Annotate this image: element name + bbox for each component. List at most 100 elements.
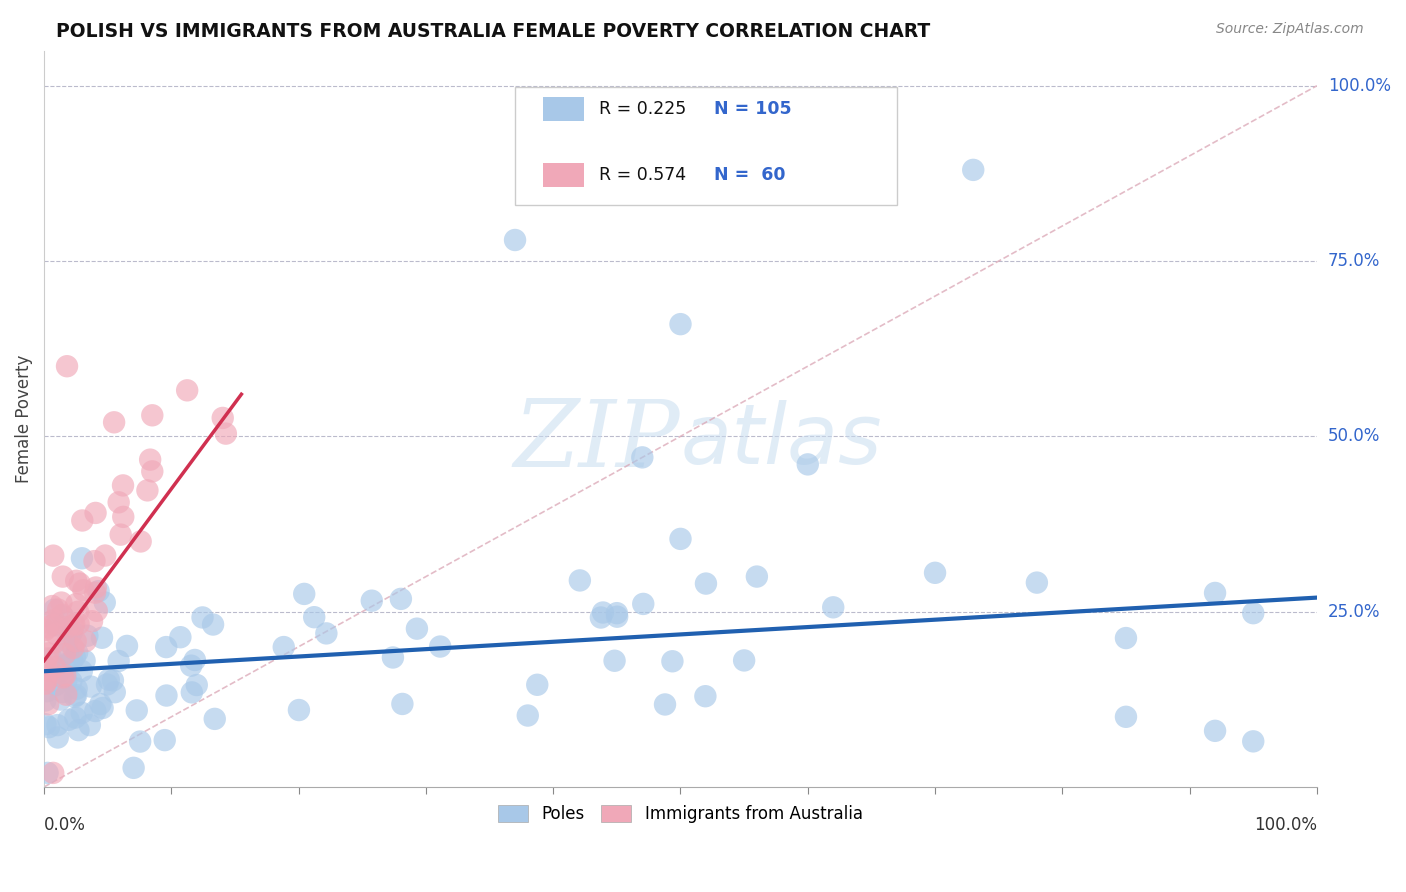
- Point: [45, 627, 67, 641]
- Point: [1241, 734, 1264, 748]
- Point: [62, 618, 84, 632]
- Text: R = 0.225: R = 0.225: [599, 100, 686, 118]
- Point: [204, 712, 226, 726]
- Text: 100.0%: 100.0%: [1254, 816, 1317, 834]
- Point: [184, 653, 207, 667]
- Point: [84, 704, 107, 718]
- Point: [34, 673, 56, 687]
- Point: [42, 618, 65, 632]
- Point: [503, 233, 526, 247]
- Point: [42, 765, 65, 780]
- Text: 0.0%: 0.0%: [44, 816, 86, 834]
- Text: R = 0.574: R = 0.574: [599, 166, 686, 184]
- Point: [302, 610, 325, 624]
- Point: [924, 566, 946, 580]
- Point: [315, 626, 337, 640]
- Point: [42, 613, 65, 627]
- Point: [180, 685, 202, 699]
- Point: [129, 734, 152, 748]
- Point: [661, 654, 683, 668]
- Point: [695, 690, 717, 704]
- Point: [122, 761, 145, 775]
- Point: [66, 681, 89, 696]
- Point: [111, 478, 134, 492]
- Point: [65, 574, 87, 588]
- Point: [41, 599, 63, 613]
- Point: [211, 411, 233, 425]
- Point: [41, 651, 63, 665]
- Point: [51, 607, 73, 622]
- Point: [52, 670, 75, 684]
- Point: [46, 602, 69, 616]
- Point: [186, 678, 208, 692]
- Point: [53, 668, 76, 682]
- Point: [141, 464, 163, 478]
- Point: [1115, 631, 1137, 645]
- Point: [1204, 723, 1226, 738]
- Point: [97, 673, 120, 687]
- Point: [107, 495, 129, 509]
- Point: [823, 600, 845, 615]
- Point: [87, 584, 110, 599]
- Point: [589, 610, 612, 624]
- Point: [389, 591, 412, 606]
- Text: 75.0%: 75.0%: [1329, 252, 1381, 270]
- Point: [91, 701, 114, 715]
- Point: [292, 587, 315, 601]
- Point: [603, 654, 626, 668]
- Point: [34, 677, 56, 691]
- Point: [37, 698, 59, 712]
- Point: [202, 617, 225, 632]
- Point: [73, 654, 96, 668]
- Point: [103, 415, 125, 429]
- Point: [180, 658, 202, 673]
- Point: [51, 664, 73, 678]
- Point: [1025, 575, 1047, 590]
- Point: [1204, 586, 1226, 600]
- Point: [592, 606, 614, 620]
- Point: [34, 623, 56, 637]
- Point: [962, 162, 984, 177]
- Point: [75, 634, 97, 648]
- Point: [129, 534, 152, 549]
- Point: [65, 710, 87, 724]
- Point: [56, 657, 79, 671]
- Point: [37, 765, 59, 780]
- Point: [1115, 710, 1137, 724]
- Point: [60, 674, 83, 689]
- Point: [104, 685, 127, 699]
- Point: [56, 634, 79, 648]
- Point: [63, 649, 86, 664]
- Point: [72, 583, 94, 598]
- Point: [67, 617, 90, 632]
- Point: [44, 635, 66, 649]
- Point: [70, 706, 93, 720]
- Point: [83, 554, 105, 568]
- Point: [66, 605, 89, 619]
- Point: [94, 549, 117, 563]
- Point: [51, 596, 73, 610]
- Point: [42, 549, 65, 563]
- Point: [86, 604, 108, 618]
- Point: [381, 650, 404, 665]
- Point: [70, 664, 93, 678]
- Point: [39, 664, 62, 678]
- Point: [63, 617, 86, 632]
- Point: [84, 581, 107, 595]
- Point: [633, 597, 655, 611]
- Point: [695, 576, 717, 591]
- Point: [94, 595, 117, 609]
- Point: [37, 646, 59, 660]
- Point: [669, 317, 692, 331]
- Point: [406, 622, 429, 636]
- Point: [60, 627, 83, 641]
- Point: [46, 731, 69, 745]
- Point: [288, 703, 311, 717]
- Point: [80, 680, 103, 694]
- Point: [65, 634, 87, 648]
- Point: [34, 659, 56, 673]
- Point: [360, 593, 382, 607]
- Text: POLISH VS IMMIGRANTS FROM AUSTRALIA FEMALE POVERTY CORRELATION CHART: POLISH VS IMMIGRANTS FROM AUSTRALIA FEMA…: [56, 22, 931, 41]
- Point: [669, 532, 692, 546]
- Point: [141, 409, 163, 423]
